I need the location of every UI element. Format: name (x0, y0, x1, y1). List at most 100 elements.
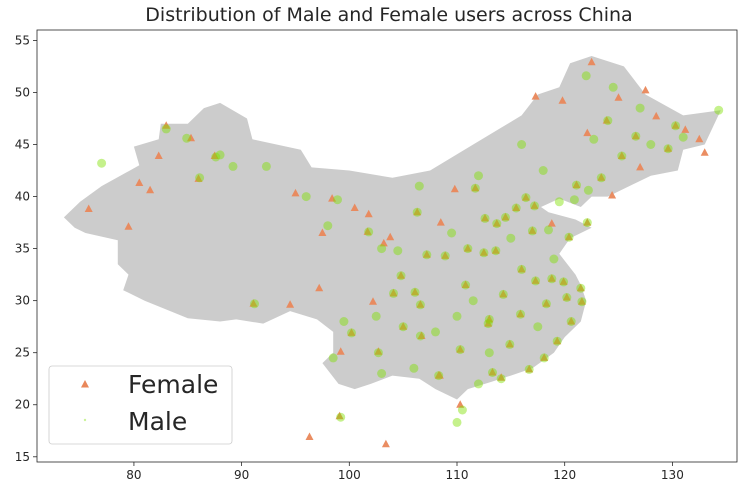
male-point (608, 82, 618, 92)
female-point (492, 219, 501, 227)
male-point (389, 288, 398, 298)
female-point (249, 299, 258, 307)
female-point (328, 194, 337, 202)
female-point (379, 238, 388, 247)
female-point (567, 317, 576, 325)
female-point (671, 121, 680, 129)
female-point (700, 148, 709, 156)
female-point (484, 319, 493, 327)
female-point (525, 364, 534, 373)
y-tick-label: 50 (15, 85, 30, 99)
female-point (641, 85, 650, 94)
male-point (496, 374, 506, 384)
male-point (463, 244, 473, 254)
male-point (596, 173, 606, 183)
female-point (434, 371, 443, 379)
male-point (452, 417, 462, 427)
female-point (210, 151, 219, 159)
female-point (479, 248, 488, 256)
female-point (336, 347, 345, 355)
male-point (261, 161, 271, 171)
male-point (603, 116, 613, 126)
male-point (195, 173, 205, 183)
female-point (315, 283, 324, 292)
male-point (364, 227, 374, 237)
female-point (135, 178, 144, 186)
male-point (484, 314, 494, 324)
female-point (286, 300, 295, 308)
male-point (521, 193, 531, 203)
female-point (386, 232, 395, 241)
female-point (695, 134, 704, 143)
male-point (583, 185, 593, 195)
male-point (530, 201, 539, 211)
male-point (483, 319, 493, 329)
male-point (328, 353, 338, 363)
female-point (471, 183, 480, 192)
axis-ticks: 80 90 100 110 120 130 15 20 25 30 35 40 45 50 55 (15, 33, 684, 482)
female-point (531, 276, 540, 284)
y-tick-label: 30 (15, 294, 30, 308)
female-point (416, 300, 425, 308)
male-point (506, 233, 516, 243)
male-point (577, 297, 587, 307)
female-point (528, 226, 537, 234)
male-point (479, 248, 489, 258)
male-point (566, 317, 576, 326)
female-point (436, 218, 445, 226)
male-point (562, 293, 572, 302)
male-point (617, 151, 627, 161)
female-point (441, 251, 450, 259)
male-point (440, 251, 450, 261)
female-point (318, 228, 327, 236)
female-point (491, 246, 500, 254)
female-point (562, 293, 571, 301)
female-point (631, 131, 640, 140)
y-tick-label: 20 (15, 398, 30, 412)
y-tick-label: 25 (15, 346, 30, 360)
male-point (161, 124, 171, 134)
female-point (363, 227, 372, 235)
y-tick-label: 45 (15, 138, 30, 152)
female-point (369, 297, 377, 305)
male-point (547, 274, 557, 284)
female-point (417, 331, 426, 339)
y-tick-label: 15 (15, 450, 30, 464)
female-point (517, 264, 526, 273)
female-point (411, 287, 419, 296)
female-point (565, 232, 573, 241)
female-point (194, 174, 203, 182)
female-point (558, 96, 567, 104)
female-point (602, 116, 611, 124)
male-point (544, 225, 553, 235)
male-point (377, 369, 387, 378)
male-point (635, 103, 645, 113)
chart-title: Distribution of Male and Female users ac… (145, 4, 632, 26)
male-point (415, 331, 425, 341)
female-point (399, 322, 408, 330)
male-point (457, 405, 467, 415)
female-point (576, 283, 585, 292)
male-point (549, 254, 559, 264)
male-point (554, 197, 564, 207)
x-tick-label: 80 (126, 468, 141, 482)
x-tick-label: 130 (661, 468, 684, 482)
male-point (97, 158, 107, 168)
female-point (547, 274, 556, 282)
male-point (498, 289, 508, 299)
female-point (389, 288, 398, 297)
x-tick-label: 90 (234, 468, 249, 482)
female-point (146, 185, 155, 194)
female-point (664, 144, 673, 152)
male-point (182, 133, 192, 143)
legend-male-marker (83, 418, 87, 422)
female-point (577, 297, 586, 305)
male-point (468, 296, 478, 306)
female-point (521, 193, 530, 201)
male-point (452, 311, 462, 321)
female-point (499, 289, 508, 298)
male-point (581, 71, 591, 81)
china-map-shape (63, 56, 721, 400)
male-point (474, 171, 483, 181)
male-point (474, 379, 483, 389)
